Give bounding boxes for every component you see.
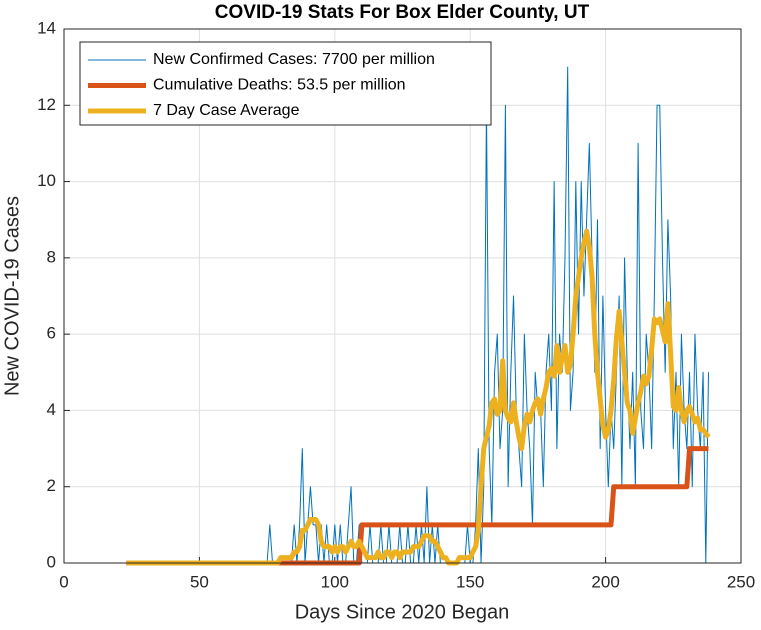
y-tick-label: 10 — [37, 171, 56, 190]
x-tick-label: 250 — [727, 572, 755, 591]
x-tick-label: 50 — [190, 572, 209, 591]
x-axis-label: Days Since 2020 Began — [295, 601, 510, 623]
x-tick-label: 100 — [321, 572, 349, 591]
chart-title: COVID-19 Stats For Box Elder County, UT — [215, 2, 590, 23]
y-tick-label: 6 — [47, 324, 56, 343]
y-axis-label: New COVID-19 Cases — [1, 196, 23, 396]
y-tick-label: 8 — [47, 247, 56, 266]
legend-box — [79, 41, 492, 126]
y-tick-label: 12 — [37, 95, 56, 114]
axes-box — [63, 28, 742, 564]
legend-text: New Confirmed Cases: 7700 per million — [153, 51, 435, 68]
y-tick-label: 2 — [47, 476, 56, 495]
legend-text: 7 Day Case Average — [153, 102, 300, 119]
legend: New Confirmed Cases: 7700 per million Cum… — [79, 41, 492, 126]
y-tick-label: 14 — [37, 18, 56, 37]
y-tick-label: 0 — [47, 552, 56, 571]
x-tick-label: 200 — [591, 572, 619, 591]
x-tick-label: 0 — [59, 572, 68, 591]
x-tick-label: 150 — [456, 572, 484, 591]
legend-text: Cumulative Deaths: 53.5 per million — [153, 77, 406, 94]
y-tick-label: 4 — [47, 400, 56, 419]
